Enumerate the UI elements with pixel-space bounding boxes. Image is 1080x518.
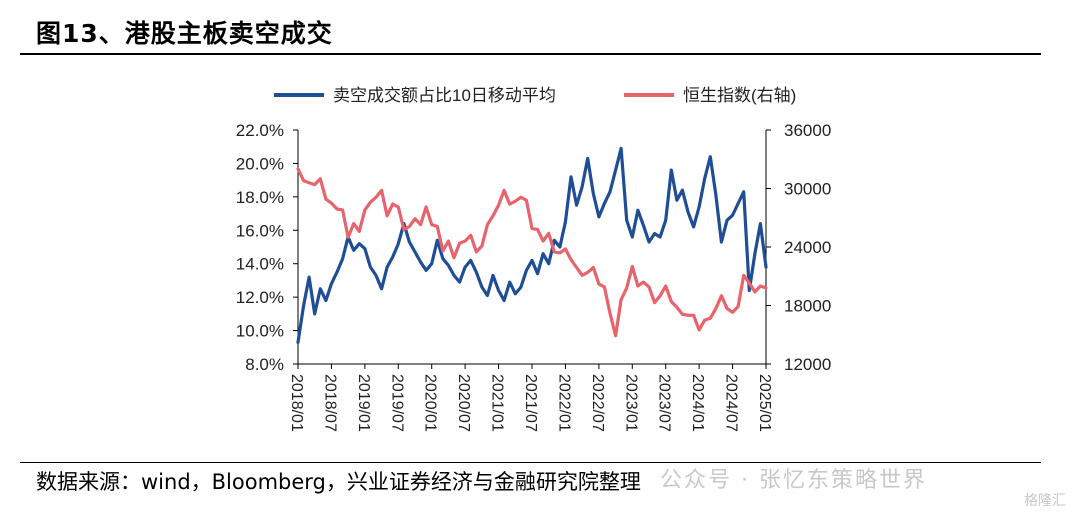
x-tick-label: 2023/07 (656, 374, 673, 432)
x-tick-label: 2018/07 (321, 374, 338, 432)
left-tick-label: 14.0% (236, 255, 284, 274)
right-tick-label: 24000 (784, 238, 831, 257)
left-tick-label: 16.0% (236, 221, 284, 240)
legend: 卖空成交额占比10日移动平均 恒生指数(右轴) (274, 86, 796, 105)
x-tick-label: 2023/01 (622, 374, 639, 432)
x-tick-label: 2019/01 (355, 374, 372, 432)
x-tick-label: 2022/01 (555, 374, 572, 432)
watermark: 公众号 · 张忆东策略世界 (660, 468, 927, 493)
x-tick-label: 2019/07 (388, 374, 405, 432)
left-tick-label: 8.0% (245, 355, 284, 374)
left-tick-label: 22.0% (236, 121, 284, 140)
x-tick-label: 2018/01 (288, 374, 305, 432)
x-tick-label: 2020/07 (455, 374, 472, 432)
watermark-logo: 格隆汇 (1024, 493, 1066, 509)
right-tick-label: 36000 (784, 121, 831, 140)
series-line-hsi (296, 167, 768, 338)
x-tick-label: 2025/01 (756, 374, 773, 432)
source-divider (20, 462, 1041, 463)
x-tick-label: 2024/01 (689, 374, 706, 432)
x-tick-label: 2020/01 (422, 374, 439, 432)
title-divider (20, 53, 1041, 55)
legend-label: 恒生指数(右轴) (683, 86, 796, 105)
x-tick-label: 2021/07 (522, 374, 539, 432)
series-layer (296, 146, 768, 344)
right-tick-label: 30000 (784, 180, 831, 199)
right-tick-label: 18000 (784, 297, 831, 316)
axes: 8.0% 10.0% 12.0% 14.0% 16.0% 18.0% 20.0% 22.0% 1… (236, 121, 831, 432)
right-tick-label: 12000 (784, 355, 831, 374)
series-line-short-ratio (296, 146, 768, 344)
x-tick-label: 2021/01 (489, 374, 506, 432)
figure-title: 图13、港股主板卖空成交 (36, 19, 333, 48)
x-tick-label: 2024/07 (723, 374, 740, 432)
left-tick-label: 10.0% (236, 322, 284, 341)
left-tick-label: 18.0% (236, 188, 284, 207)
x-tick-label: 2022/07 (589, 374, 606, 432)
left-tick-label: 20.0% (236, 154, 284, 173)
legend-label: 卖空成交额占比10日移动平均 (333, 86, 556, 105)
left-tick-label: 12.0% (236, 288, 284, 307)
source-note: 数据来源：wind，Bloomberg，兴业证券经济与金融研究院整理 (36, 470, 641, 494)
